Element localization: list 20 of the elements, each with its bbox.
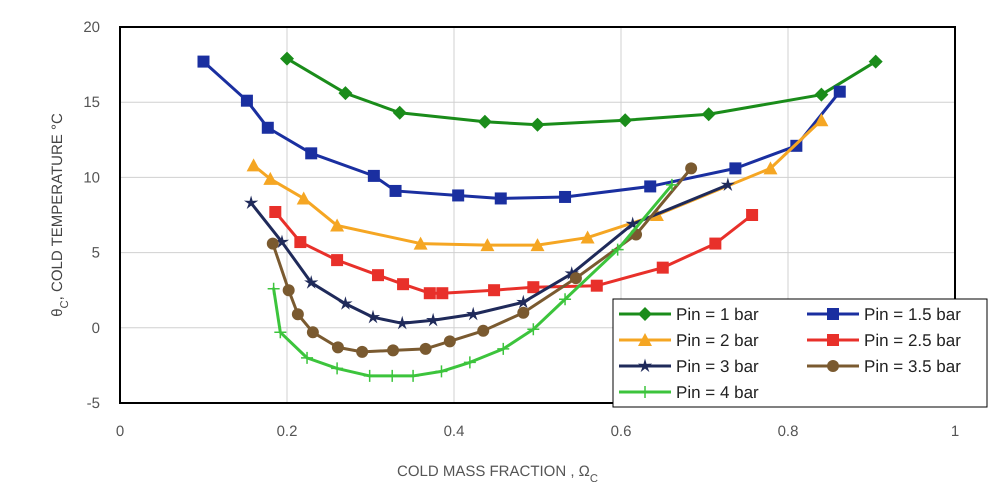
x-tick-label: 0 [116,423,124,440]
legend-label: Pin = 3 bar [676,357,760,376]
y-tick-label: -5 [86,395,100,412]
legend-label: Pin = 3.5 bar [864,357,962,376]
y-tick-label: 20 [83,19,100,36]
y-tick-label: 10 [83,169,100,186]
legend-label: Pin = 1.5 bar [864,305,962,324]
x-tick-label: 1 [950,423,960,440]
legend-label: Pin = 2.5 bar [864,331,962,350]
y-tick-label: 0 [92,320,100,337]
legend-label: Pin = 1 bar [676,305,760,324]
x-tick-label: 0.4 [444,423,464,440]
x-tick-label: 0.6 [610,423,632,440]
x-axis-title: COLD MASS FRACTION , Ω$_{C}$ [396,463,598,482]
y-tick-label: 15 [83,94,100,112]
legend-label: Pin = 4 bar [676,383,760,402]
x-tick-label: 0.2 [276,423,298,440]
x-tick-label: 0.8 [778,423,798,440]
y-tick-label: 5 [92,244,100,262]
legend-label: Pin = 2 bar [676,331,760,350]
